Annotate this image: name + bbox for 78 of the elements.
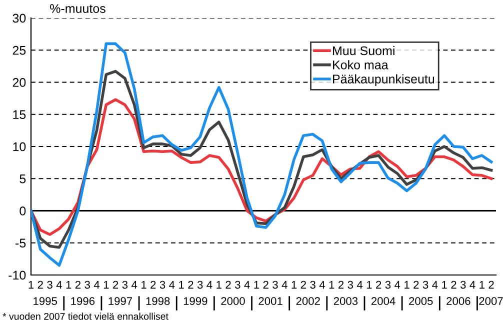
text: 1997 [108,297,132,306]
x-tick-label: 1 [366,280,372,289]
x-tick-label: 3 [348,280,353,289]
x-tick-label: 2 [488,280,494,289]
legend-label: Pääkaupunkiseutu [333,74,434,86]
x-tick-label: 4 [470,280,476,289]
x-tick-label: 2 [300,280,306,289]
text: 1998 [146,297,170,306]
x-tick-label: 2 [75,280,80,289]
x-tick-label: 3 [47,280,52,289]
text: 2000 [221,297,245,306]
x-tick-label: 1 [292,280,297,289]
x-tick-label: 3 [385,280,391,289]
x-tick-label: 4 [169,280,175,289]
x-tick-label: 2 [338,280,344,289]
x-tick-label: 1 [216,280,222,289]
x-tick-label: 2 [414,280,419,289]
x-tick-label: 3 [160,280,166,289]
x-tick-label: 2 [150,280,156,289]
y-tick-label: 5 [20,174,26,184]
legend-label: Koko maa [333,60,388,70]
text: 2005 [409,297,433,306]
x-tick-label: 3 [310,280,316,289]
text: 1996 [71,297,95,306]
x-tick-label: 1 [179,280,184,289]
x-tick-label: 2 [226,280,231,289]
x-tick-label: 2 [376,280,382,289]
text: 1999 [184,297,208,306]
y-axis-title: %-muutos [50,4,106,13]
y-tick-label: -5 [16,238,26,248]
text: 1995 [34,297,57,306]
x-tick-label: 1 [254,280,259,289]
x-tick-label: 4 [94,280,100,289]
y-tick-label: 0 [20,206,26,216]
x-tick-label: 3 [84,280,90,289]
x-tick-label: 4 [319,280,325,289]
x-tick-label: 1 [141,280,146,289]
x-tick-label: 2 [38,280,43,289]
text: 2003 [334,297,358,306]
y-tick-label: 15 [13,110,26,120]
x-tick-label: 1 [104,280,109,289]
x-tick-label: 3 [197,280,203,289]
y-tick-label: 20 [12,78,26,87]
x-tick-label: 1 [404,280,410,289]
x-tick-label: 1 [66,280,72,289]
x-tick-label: 2 [113,280,118,289]
x-tick-label: 2 [263,280,268,289]
text: 2004 [371,297,396,306]
x-tick-label: 1 [28,280,34,289]
x-tick-label: 2 [451,280,456,289]
x-tick-label: 4 [132,280,138,289]
x-tick-label: 4 [244,280,250,289]
legend-label: Muu Suomi [333,46,394,56]
x-tick-label: 1 [442,280,447,289]
x-tick-label: 4 [56,280,62,289]
x-tick-label: 4 [432,280,438,289]
x-tick-label: 4 [282,280,288,289]
text: 2006 [446,297,470,306]
x-tick-label: 3 [272,280,278,289]
y-tick-label: 25 [12,46,26,55]
line-series [31,42,493,267]
text: 2001 [258,297,282,306]
x-tick-label: 1 [480,280,484,289]
x-tick-label: 3 [235,280,240,289]
x-tick-label: 1 [329,280,334,289]
text: 2002 [296,297,320,306]
text: 2007 [479,297,503,306]
y-tick-label: -10 [8,270,26,280]
x-tick-label: 4 [356,280,363,289]
x-tick-label: 4 [206,280,212,289]
x-tick-label: 2 [188,280,194,289]
x-tick-label: 4 [394,280,400,289]
x-tick-label: 3 [122,280,128,289]
y-tick-label: 10 [13,142,26,152]
text: * vuoden 2007 tiedot vielä ennakolliset [2,312,168,320]
y-tick-label: 30 [12,14,26,23]
x-tick-label: 3 [460,280,466,289]
x-tick-label: 3 [422,280,428,289]
